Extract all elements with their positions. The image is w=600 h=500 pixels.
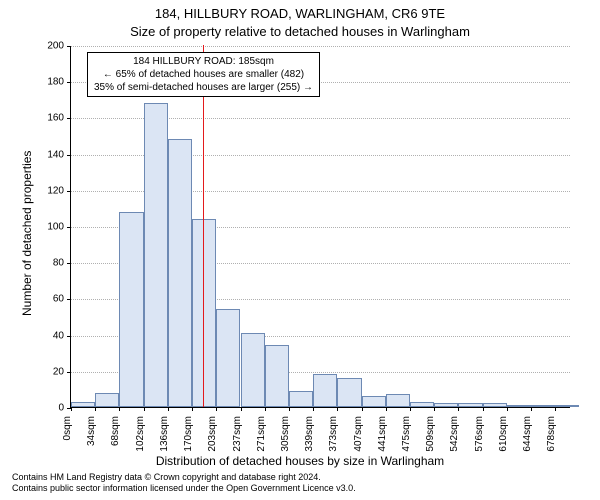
histogram-bar <box>265 345 289 407</box>
x-tick-mark <box>289 407 290 411</box>
histogram-bar <box>313 374 337 407</box>
y-tick-label: 160 <box>34 113 64 124</box>
y-tick-mark <box>67 46 71 47</box>
histogram-bar <box>241 333 265 407</box>
x-tick-mark <box>241 407 242 411</box>
x-tick-mark <box>410 407 411 411</box>
x-tick-mark <box>483 407 484 411</box>
histogram-bar <box>95 393 119 407</box>
footer-attribution: Contains HM Land Registry data © Crown c… <box>12 472 356 494</box>
x-axis-label: Distribution of detached houses by size … <box>0 454 600 468</box>
reference-line <box>203 45 204 407</box>
chart-title-line2: Size of property relative to detached ho… <box>0 24 600 39</box>
y-tick-label: 100 <box>34 222 64 233</box>
histogram-bar <box>289 391 313 407</box>
histogram-bar <box>434 403 458 407</box>
y-tick-label: 40 <box>34 330 64 341</box>
annotation-line: ← 65% of detached houses are smaller (48… <box>94 68 313 81</box>
histogram-bar <box>410 402 434 407</box>
x-tick-mark <box>531 407 532 411</box>
x-tick-mark <box>216 407 217 411</box>
annotation-line: 184 HILLBURY ROAD: 185sqm <box>94 55 313 68</box>
x-tick-mark <box>168 407 169 411</box>
histogram-bar <box>458 403 482 407</box>
histogram-bar <box>386 394 410 407</box>
y-tick-label: 180 <box>34 77 64 88</box>
x-tick-mark <box>337 407 338 411</box>
footer-line2: Contains public sector information licen… <box>12 483 356 494</box>
y-tick-label: 20 <box>34 366 64 377</box>
x-tick-mark <box>555 407 556 411</box>
histogram-bar <box>216 309 240 407</box>
plot-area: 184 HILLBURY ROAD: 185sqm← 65% of detach… <box>70 46 570 408</box>
chart-title-line1: 184, HILLBURY ROAD, WARLINGHAM, CR6 9TE <box>0 6 600 21</box>
y-tick-mark <box>67 118 71 119</box>
histogram-bar <box>362 396 386 407</box>
histogram-bar <box>144 103 168 407</box>
grid-line <box>71 46 570 47</box>
y-tick-mark <box>67 372 71 373</box>
annotation-box: 184 HILLBURY ROAD: 185sqm← 65% of detach… <box>87 52 320 97</box>
y-tick-mark <box>67 227 71 228</box>
chart-container: 184, HILLBURY ROAD, WARLINGHAM, CR6 9TE … <box>0 0 600 500</box>
y-tick-mark <box>67 263 71 264</box>
x-tick-mark <box>71 407 72 411</box>
y-tick-label: 80 <box>34 258 64 269</box>
histogram-bar <box>483 403 507 407</box>
histogram-bar <box>555 405 579 407</box>
y-axis-label: Number of detached properties <box>20 151 34 316</box>
x-tick-mark <box>119 407 120 411</box>
x-tick-mark <box>192 407 193 411</box>
histogram-bar <box>168 139 192 407</box>
y-tick-mark <box>67 299 71 300</box>
y-tick-mark <box>67 336 71 337</box>
y-tick-mark <box>67 191 71 192</box>
y-tick-mark <box>67 155 71 156</box>
y-tick-mark <box>67 82 71 83</box>
histogram-bar <box>119 212 143 407</box>
x-tick-mark <box>95 407 96 411</box>
x-tick-mark <box>265 407 266 411</box>
histogram-bar <box>531 405 555 407</box>
x-tick-mark <box>313 407 314 411</box>
y-tick-label: 120 <box>34 185 64 196</box>
x-tick-mark <box>362 407 363 411</box>
annotation-line: 35% of semi-detached houses are larger (… <box>94 81 313 94</box>
x-tick-mark <box>434 407 435 411</box>
x-tick-mark <box>144 407 145 411</box>
histogram-bar <box>71 402 95 407</box>
histogram-bar <box>337 378 361 407</box>
x-tick-mark <box>507 407 508 411</box>
y-tick-label: 140 <box>34 149 64 160</box>
x-tick-mark <box>386 407 387 411</box>
footer-line1: Contains HM Land Registry data © Crown c… <box>12 472 356 483</box>
y-tick-label: 60 <box>34 294 64 305</box>
y-tick-label: 200 <box>34 41 64 52</box>
y-tick-label: 0 <box>34 403 64 414</box>
histogram-bar <box>507 405 531 407</box>
histogram-bar <box>192 219 216 407</box>
x-tick-mark <box>458 407 459 411</box>
